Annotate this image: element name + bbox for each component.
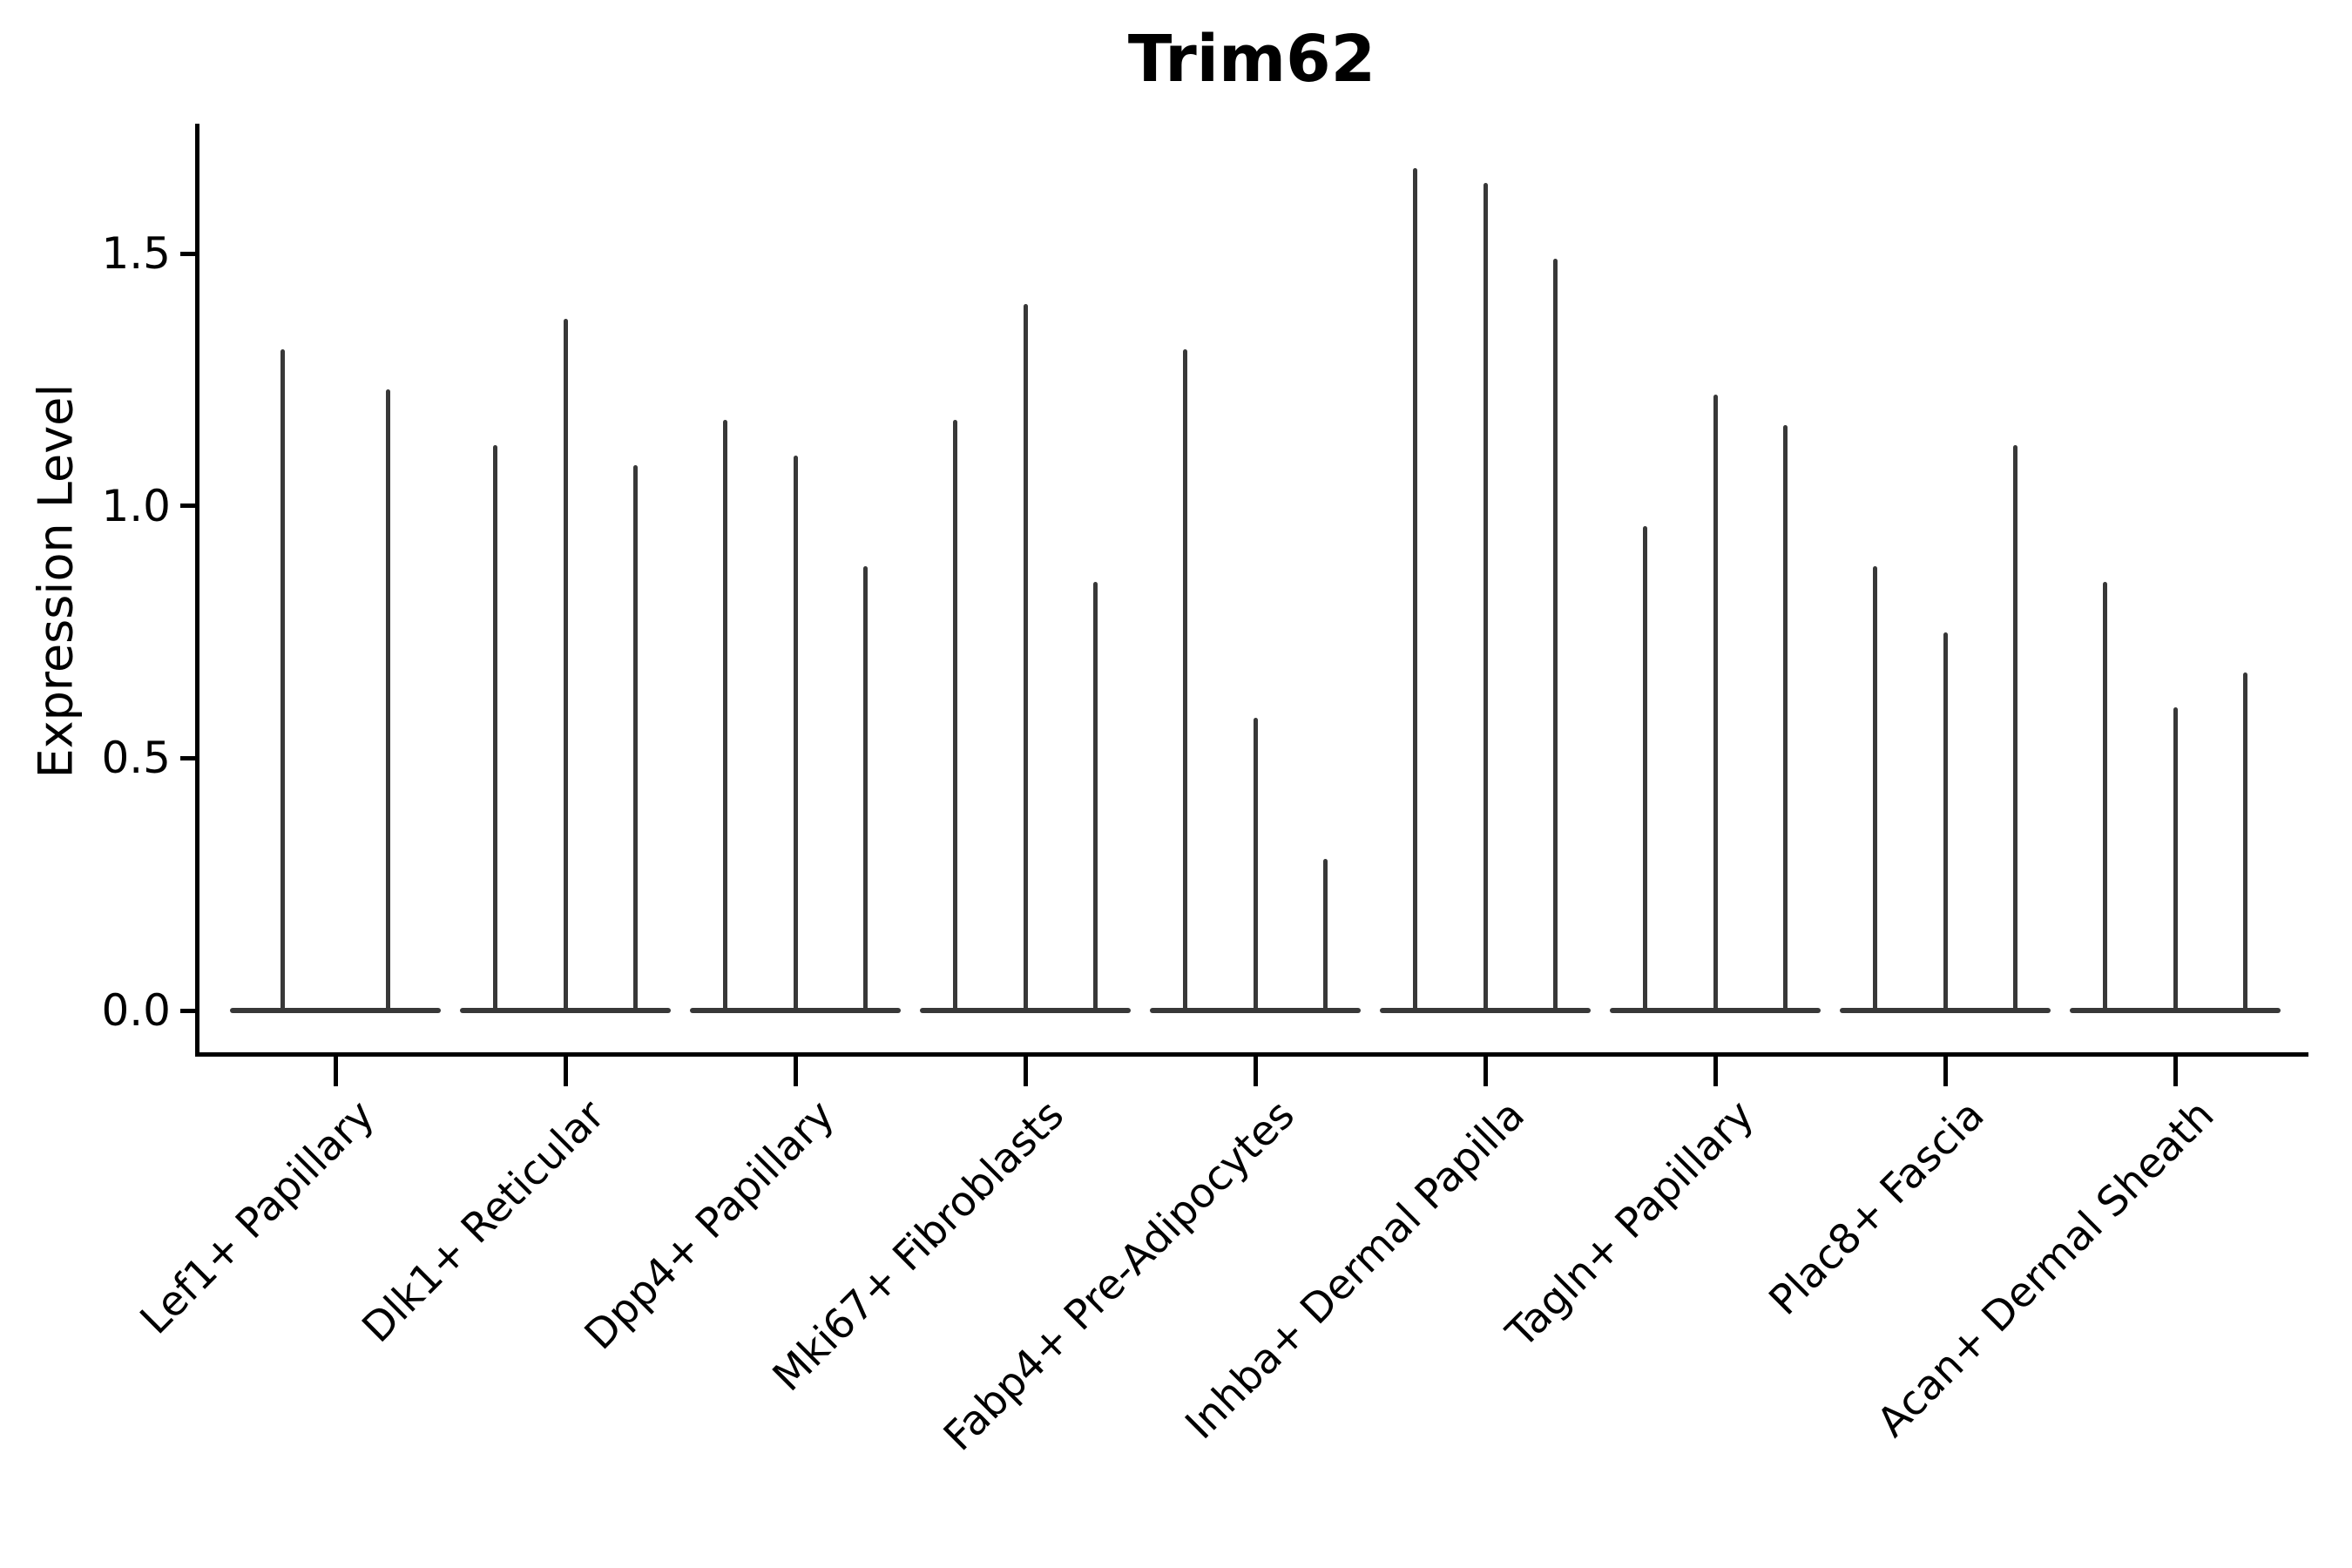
violin-spike: [863, 566, 868, 1013]
y-axis-spine: [195, 124, 199, 1056]
y-tick-label: 1.5: [101, 228, 171, 280]
y-axis-label: Expression Level: [28, 383, 84, 779]
x-tick-label: Plac8+ Fascia: [1760, 1091, 1994, 1325]
y-tick: [180, 1008, 195, 1013]
x-tick: [2173, 1057, 2178, 1086]
violin-spike: [386, 389, 390, 1013]
violin-spike: [1713, 395, 1718, 1013]
y-tick-label: 1.0: [101, 480, 171, 531]
violin-spike: [2102, 581, 2107, 1013]
violin-spike: [2013, 445, 2018, 1013]
violin-spike: [1182, 349, 1187, 1013]
y-tick: [180, 755, 195, 760]
violin-spike: [1783, 425, 1788, 1013]
x-tick-label: Dlk1+ Reticular: [353, 1091, 614, 1353]
violin-spike: [1943, 632, 1948, 1013]
x-tick: [1713, 1057, 1718, 1086]
x-tick-label: Tagln+ Papillary: [1497, 1091, 1764, 1357]
violin-spike: [722, 420, 727, 1013]
y-tick-label: 0.5: [101, 733, 171, 784]
violin-baseline: [230, 1008, 441, 1013]
violin-spike: [1323, 859, 1328, 1013]
y-tick: [180, 504, 195, 509]
violin-spike: [2243, 672, 2248, 1013]
y-tick-label: 0.0: [101, 985, 171, 1036]
x-tick: [793, 1057, 798, 1086]
x-tick: [1943, 1057, 1948, 1086]
x-tick: [1023, 1057, 1028, 1086]
violin-spike: [952, 420, 957, 1013]
x-tick: [333, 1057, 338, 1086]
chart-title: Trim62: [1127, 22, 1376, 97]
violin-spike: [492, 445, 497, 1013]
x-tick: [563, 1057, 568, 1086]
violin-spike: [793, 455, 798, 1013]
y-tick: [180, 251, 195, 256]
violin-spike: [1412, 167, 1417, 1013]
violin-spike: [1483, 182, 1488, 1013]
x-tick-label: Lef1+ Papillary: [131, 1091, 384, 1344]
violin-spike: [1553, 258, 1558, 1013]
violin-spike: [2173, 707, 2178, 1013]
violin-spike: [1023, 303, 1028, 1013]
violin-spike: [1093, 581, 1098, 1013]
x-tick-label: Dpp4+ Papillary: [575, 1091, 844, 1360]
violin-spike: [1872, 566, 1877, 1013]
violin-spike: [1642, 525, 1647, 1013]
x-axis-spine: [195, 1052, 2308, 1057]
x-tick: [1253, 1057, 1258, 1086]
violin-spike: [1253, 718, 1258, 1013]
x-tick: [1483, 1057, 1488, 1086]
violin-spike: [563, 319, 568, 1013]
violin-spike: [280, 349, 285, 1013]
violin-spike: [633, 465, 639, 1013]
